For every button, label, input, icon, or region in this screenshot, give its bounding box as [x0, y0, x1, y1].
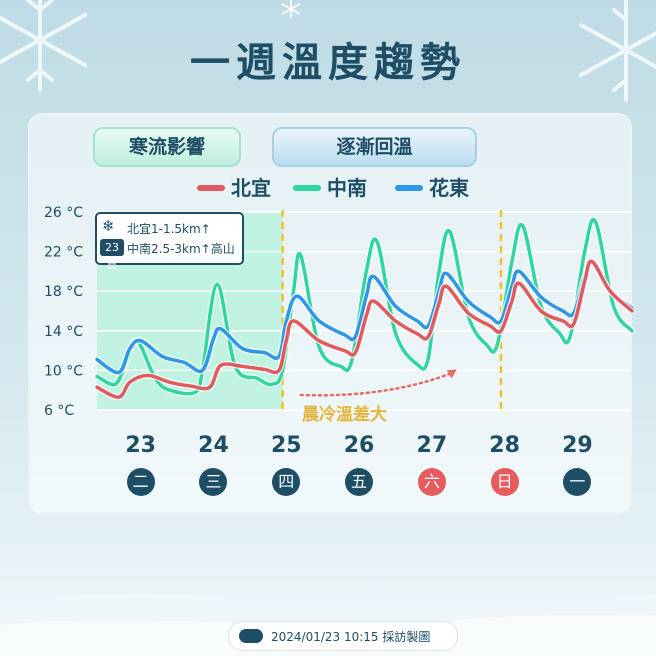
- legend-label: 北宜: [231, 176, 271, 200]
- day-label: 28: [489, 433, 520, 458]
- arrow-head-icon: [446, 369, 457, 379]
- footer-text: 2024/01/23 10:15 採訪製圖: [271, 630, 431, 644]
- phase-warming: 逐漸回溫: [272, 127, 477, 167]
- day-label: 29: [562, 433, 593, 458]
- snowflake-decoration-icon: [281, 0, 301, 18]
- legend-swatch: [197, 185, 225, 191]
- weekday-badge: 四: [272, 468, 301, 496]
- legend-swatch: [293, 185, 321, 191]
- series-line-1: [95, 259, 634, 399]
- weekday-badge: 二: [126, 468, 155, 496]
- y-tick-label: 14 °C: [44, 324, 83, 340]
- y-tick-label: 18 °C: [44, 284, 83, 300]
- snow-level-annotation: ❄ 北宜1-1.5km↑ 23日 中南2.5-3km↑高山: [95, 212, 244, 271]
- warming-trend-arrow: [299, 371, 455, 397]
- day-label: 26: [343, 433, 375, 458]
- legend-label: 花東: [429, 176, 469, 200]
- page-title: 一週溫度趨勢: [190, 40, 466, 86]
- day-label: 24: [198, 433, 229, 458]
- snowflake-decoration-icon: [0, 0, 87, 92]
- weekday-badge: 五: [345, 468, 374, 496]
- legend-swatch: [395, 185, 423, 191]
- legend-label: 中南: [327, 176, 367, 200]
- day-label: 27: [416, 433, 448, 458]
- y-tick-label: 6 °C: [44, 403, 74, 419]
- y-tick-label: 22 °C: [44, 245, 83, 261]
- annotation-line-2: 中南2.5-3km↑高山: [127, 242, 235, 256]
- snowflake-decoration-icon: [579, 0, 656, 102]
- snowflake-icon: ❄: [102, 217, 115, 235]
- y-tick-label: 26 °C: [44, 205, 83, 221]
- weekday-badge: 日: [490, 468, 519, 496]
- y-tick-label: 10 °C: [44, 363, 83, 379]
- day-label: 23: [125, 433, 156, 458]
- day-label: 25: [270, 433, 302, 458]
- cwa-logo-icon: [239, 629, 263, 643]
- weekday-badge: 三: [199, 468, 228, 496]
- footer: 2024/01/23 10:15 採訪製圖: [228, 621, 458, 651]
- phase-cold-wave: 寒流影響: [93, 127, 241, 167]
- date-badge: 23日: [100, 239, 124, 271]
- weekday-badge: 一: [563, 468, 592, 496]
- annotation-line-1: 北宜1-1.5km↑: [127, 222, 211, 236]
- morning-cold-note: 晨冷溫差大: [302, 405, 387, 425]
- weekday-badge: 六: [417, 468, 446, 496]
- series-line-3: [95, 259, 634, 375]
